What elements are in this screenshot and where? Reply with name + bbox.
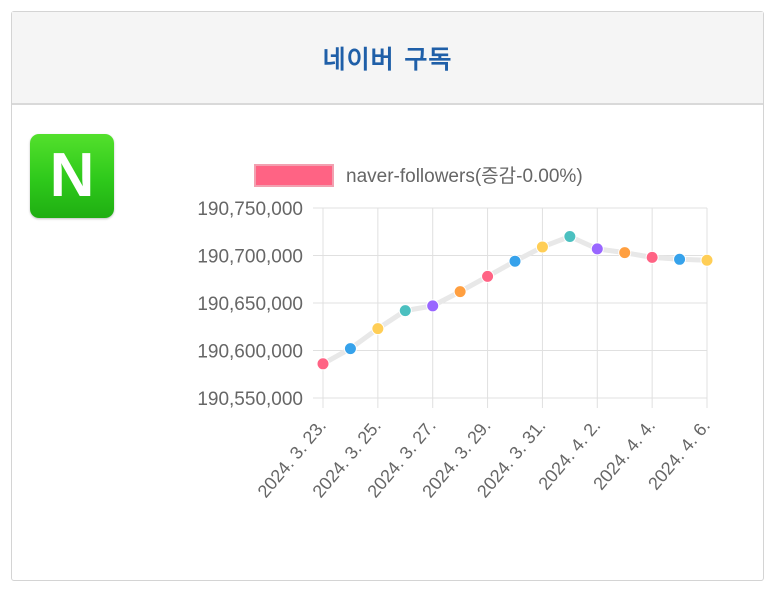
legend-label: naver-followers(증감-0.00%): [346, 165, 583, 187]
data-point[interactable]: [590, 242, 604, 256]
data-point[interactable]: [508, 254, 522, 268]
y-tick-label: 190,550,000: [197, 389, 303, 410]
y-tick-label: 190,750,000: [197, 199, 303, 220]
data-point[interactable]: [371, 322, 385, 336]
y-tick-label: 190,650,000: [197, 294, 303, 315]
data-point[interactable]: [398, 304, 412, 318]
data-point[interactable]: [481, 269, 495, 283]
naver-logo-letter: N: [49, 141, 95, 210]
data-point[interactable]: [700, 253, 714, 267]
data-point[interactable]: [563, 230, 577, 243]
naver-logo-icon: N: [30, 134, 114, 218]
naver-subscription-card: 네이버 구독: [11, 11, 764, 581]
data-point[interactable]: [343, 342, 357, 356]
y-axis-ticks: 190,750,000 190,700,000 190,650,000 190,600…: [197, 199, 303, 410]
series-naver-followers: [316, 230, 714, 371]
y-tick-label: 190,600,000: [197, 342, 303, 363]
chart-grid: [313, 207, 708, 408]
legend-swatch: [254, 164, 334, 187]
card-title: 네이버 구독: [322, 44, 453, 74]
card-header: 네이버 구독: [12, 12, 763, 105]
data-point[interactable]: [618, 246, 632, 260]
data-point[interactable]: [535, 240, 549, 254]
data-point[interactable]: [673, 252, 687, 266]
x-axis-ticks: 2024. 3. 23.2024. 3. 25.2024. 3. 27.2024…: [254, 416, 714, 502]
data-point[interactable]: [453, 285, 467, 299]
chart-legend[interactable]: naver-followers(증감-0.00%): [254, 164, 583, 187]
data-point[interactable]: [316, 357, 330, 371]
y-tick-label: 190,700,000: [197, 247, 303, 268]
data-point[interactable]: [426, 299, 440, 313]
data-point[interactable]: [645, 250, 659, 264]
